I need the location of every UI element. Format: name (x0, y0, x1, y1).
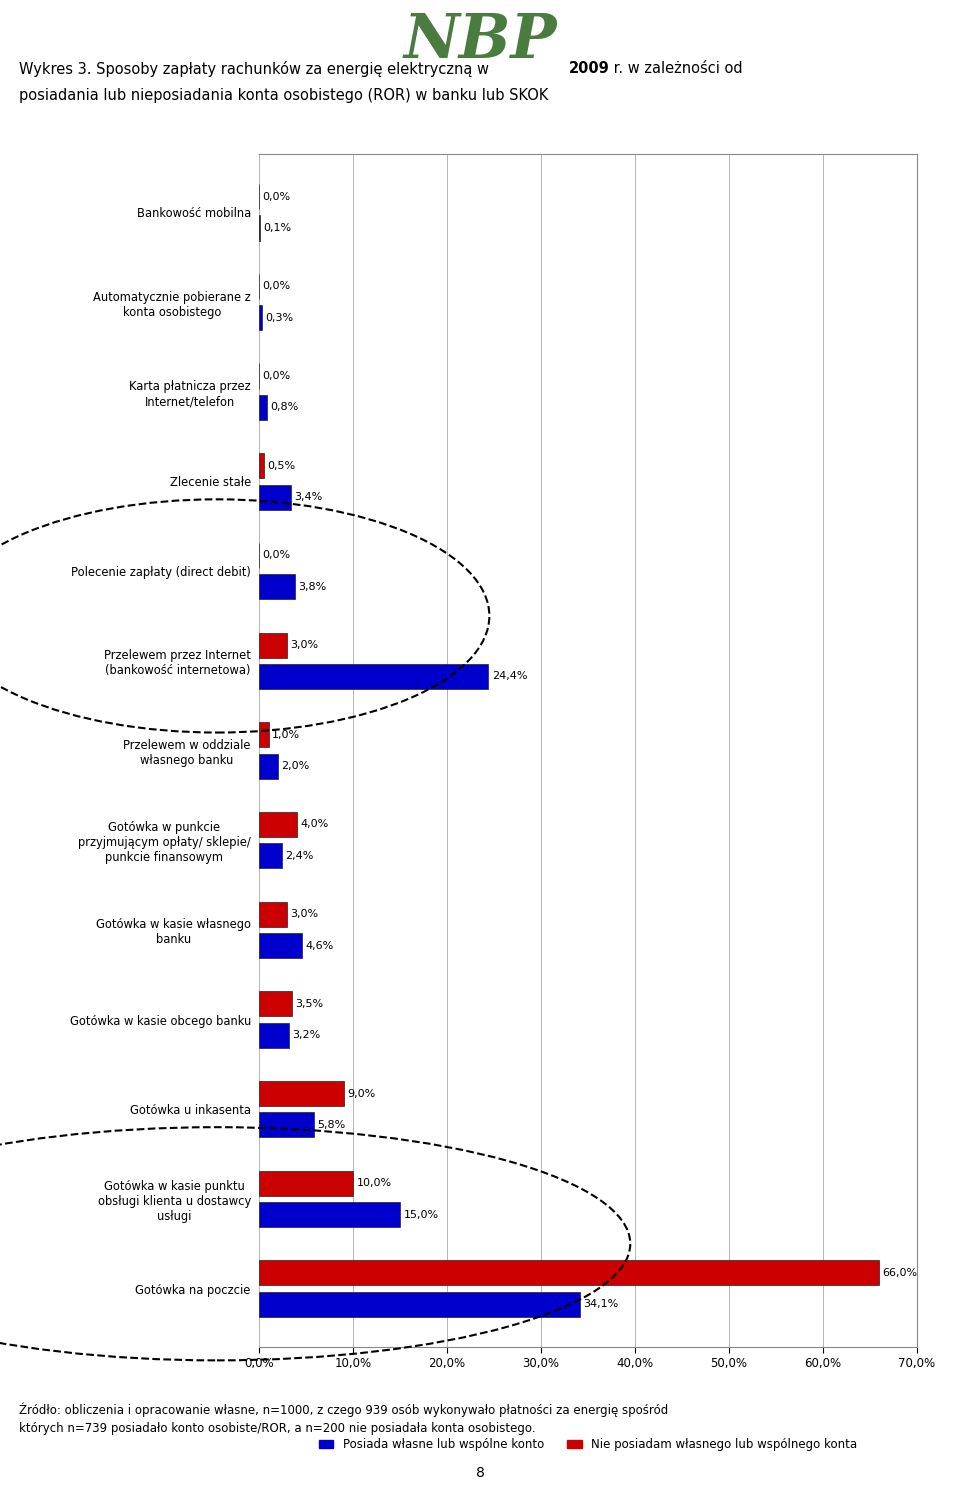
Text: 4,6%: 4,6% (305, 941, 334, 951)
Text: 5,8%: 5,8% (317, 1120, 346, 1129)
Bar (259, 633, 287, 658)
Text: 34,1%: 34,1% (583, 1299, 618, 1309)
Text: 3,4%: 3,4% (295, 492, 323, 503)
Text: 0,0%: 0,0% (262, 192, 291, 202)
Text: NBP: NBP (403, 11, 557, 71)
Bar (259, 901, 287, 927)
Bar (259, 843, 281, 868)
Text: 1,0%: 1,0% (272, 729, 300, 740)
Bar (259, 753, 278, 779)
Text: 2,0%: 2,0% (281, 761, 309, 772)
Bar (259, 1113, 314, 1137)
Bar (259, 574, 295, 599)
Text: 66,0%: 66,0% (882, 1268, 918, 1277)
Bar (259, 1261, 879, 1285)
Bar (259, 1202, 400, 1228)
Bar (259, 485, 291, 510)
Text: 10,0%: 10,0% (356, 1178, 392, 1188)
Text: 15,0%: 15,0% (403, 1210, 439, 1220)
Text: posiadania lub nieposiadania konta osobistego (ROR) w banku lub SKOK: posiadania lub nieposiadania konta osobi… (19, 88, 548, 103)
Text: 0,0%: 0,0% (262, 281, 291, 291)
Bar (259, 305, 262, 331)
Bar (259, 394, 267, 420)
Text: 3,0%: 3,0% (291, 909, 319, 920)
Text: których n=739 posiadało konto osobiste/ROR, a n=200 nie posiadała konta osobiste: których n=739 posiadało konto osobiste/R… (19, 1422, 536, 1436)
Bar (259, 812, 297, 837)
Text: 8: 8 (475, 1466, 485, 1480)
Bar (259, 1170, 353, 1196)
Bar (259, 1022, 289, 1048)
Text: 0,0%: 0,0% (262, 550, 291, 560)
Text: 0,3%: 0,3% (265, 313, 294, 323)
Text: 2,4%: 2,4% (285, 850, 313, 861)
Text: 9,0%: 9,0% (347, 1089, 375, 1099)
Bar (259, 722, 269, 747)
Text: 2009: 2009 (569, 60, 610, 76)
Bar (259, 664, 489, 689)
Legend: Posiada własne lub wspólne konto, Nie posiadam własnego lub wspólnego konta: Posiada własne lub wspólne konto, Nie po… (315, 1434, 861, 1454)
Text: Wykres 3. Sposoby zapłaty rachunków za energię elektryczną w: Wykres 3. Sposoby zapłaty rachunków za e… (19, 60, 493, 77)
Text: r. w zależności od: r. w zależności od (609, 60, 742, 76)
Text: 3,0%: 3,0% (291, 640, 319, 651)
Text: 3,2%: 3,2% (293, 1030, 321, 1040)
Text: 0,1%: 0,1% (263, 223, 292, 233)
Bar (259, 933, 302, 959)
Bar (259, 991, 292, 1016)
Text: 24,4%: 24,4% (492, 672, 527, 681)
Text: 3,8%: 3,8% (299, 581, 326, 592)
Text: 0,8%: 0,8% (270, 402, 299, 412)
Bar (259, 453, 264, 479)
Text: 3,5%: 3,5% (296, 998, 324, 1009)
Text: 0,5%: 0,5% (267, 461, 296, 471)
Text: 4,0%: 4,0% (300, 820, 328, 829)
Text: 0,0%: 0,0% (262, 371, 291, 381)
Bar (259, 1081, 344, 1107)
Bar (259, 1291, 580, 1317)
Text: Źródło: obliczenia i opracowanie własne, n=1000, z czego 939 osób wykonywało pła: Źródło: obliczenia i opracowanie własne,… (19, 1403, 668, 1418)
